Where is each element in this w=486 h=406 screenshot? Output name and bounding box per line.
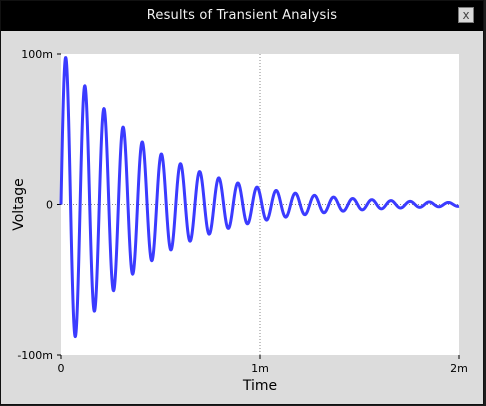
series-layer: [59, 56, 461, 339]
close-icon: x: [462, 8, 470, 22]
title-bar[interactable]: Results of Transient Analysis x: [1, 1, 483, 31]
x-tick-label: 0: [58, 362, 65, 375]
x-tick-label: 1m: [251, 362, 269, 375]
x-axis-label: Time: [242, 378, 277, 394]
window-title: Results of Transient Analysis: [146, 8, 338, 23]
axis-ticks: 0 1m 2m 100m 0 -100m: [17, 48, 468, 375]
y-axis-label: Voltage: [11, 178, 27, 231]
y-tick-label: 100m: [21, 48, 53, 61]
series-line: [59, 56, 461, 339]
y-tick-label: 0: [46, 199, 53, 212]
close-button[interactable]: x: [458, 7, 474, 23]
y-tick-label: -100m: [17, 349, 53, 362]
transient-chart: 0 1m 2m 100m 0 -100m Time Voltage: [11, 48, 468, 394]
x-tick-label: 2m: [450, 362, 468, 375]
